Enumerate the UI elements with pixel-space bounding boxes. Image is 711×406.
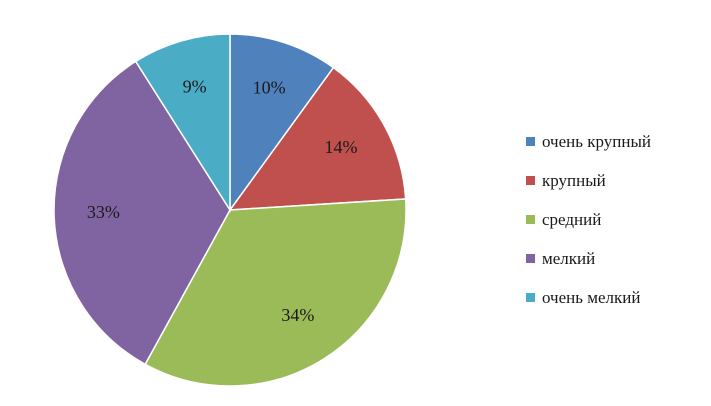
legend-swatch	[526, 176, 535, 185]
pie-data-labels: 10% 14% 34% 33% 9%	[87, 76, 358, 325]
pie-slice-large	[228, 66, 407, 211]
legend-label: мелкий	[542, 248, 596, 268]
legend-label: крупный	[542, 170, 606, 190]
legend-item-large: крупный	[526, 161, 706, 200]
legend: очень крупный крупный средний мелкий оче…	[526, 122, 706, 317]
legend-item-very-small: очень мелкий	[526, 278, 706, 317]
pie-slices	[53, 33, 407, 387]
data-label-medium: 34%	[281, 305, 314, 325]
legend-item-small: мелкий	[526, 239, 706, 278]
legend-swatch	[526, 293, 535, 302]
data-label-very-small: 9%	[183, 76, 207, 96]
legend-swatch	[526, 215, 535, 224]
legend-item-very-large: очень крупный	[526, 122, 706, 161]
data-label-large: 14%	[325, 137, 358, 157]
legend-swatch	[526, 254, 535, 263]
pie-slice-small	[53, 60, 231, 366]
pie-slice-very-small	[134, 33, 231, 213]
legend-item-medium: средний	[526, 200, 706, 239]
data-label-very-large: 10%	[253, 78, 286, 98]
legend-label: средний	[542, 209, 602, 229]
legend-swatch	[526, 137, 535, 146]
data-label-small: 33%	[87, 202, 120, 222]
legend-label: очень крупный	[542, 131, 652, 151]
pie-slice-very-large	[229, 33, 335, 213]
legend-label: очень мелкий	[542, 287, 641, 307]
